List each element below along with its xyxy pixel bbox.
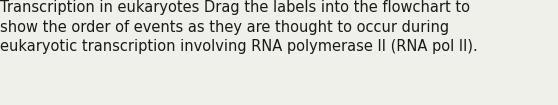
Text: Transcription in eukaryotes Drag the labels into the flowchart to
show the order: Transcription in eukaryotes Drag the lab… xyxy=(0,0,478,54)
